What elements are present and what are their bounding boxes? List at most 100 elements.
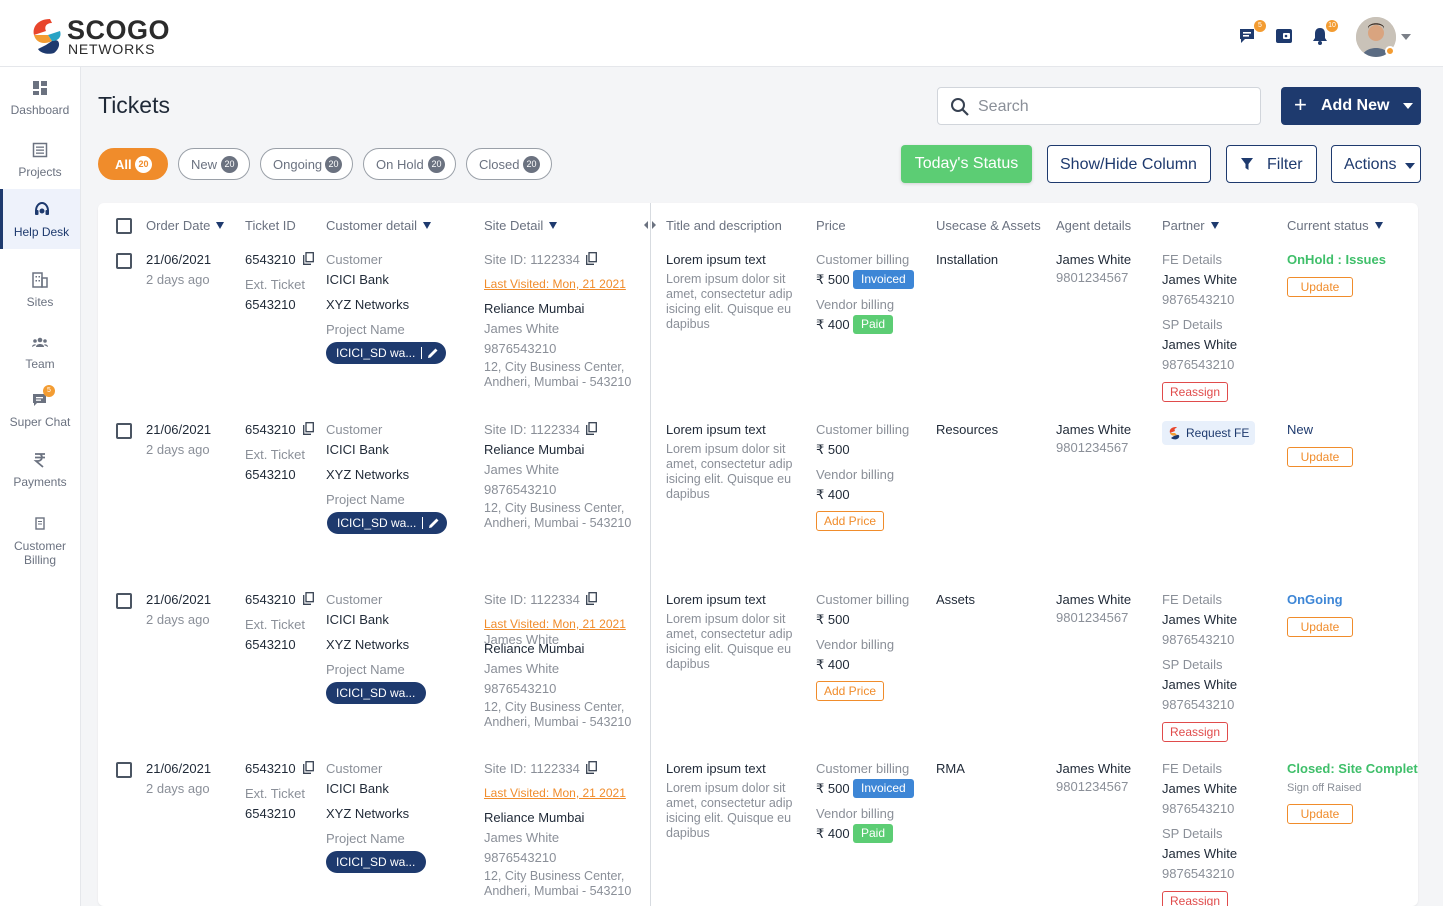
sidebar-item-label: Super Chat — [9, 415, 71, 429]
filter-button[interactable]: Filter — [1226, 145, 1317, 183]
pencil-icon[interactable] — [427, 516, 441, 530]
column-header-status[interactable]: Current status — [1287, 218, 1383, 233]
column-header-site-detail[interactable]: Site Detail — [484, 218, 558, 233]
vendor-price: ₹ 400 — [816, 487, 850, 502]
copy-icon[interactable] — [586, 592, 597, 605]
site-address: 12, City Business Center, Andheri, Mumbai… — [484, 700, 644, 730]
update-button[interactable]: Update — [1287, 277, 1353, 297]
sidebar-item-label: Payments — [13, 475, 67, 489]
sidebar-item-label: Help Desk — [13, 225, 70, 239]
customer-label: Customer — [326, 252, 383, 267]
show-hide-column-button[interactable]: Show/Hide Column — [1047, 145, 1211, 183]
copy-icon[interactable] — [303, 592, 314, 605]
notifications-header-button[interactable]: 10 — [1310, 20, 1338, 46]
filter-icon[interactable] — [216, 222, 225, 229]
sidebar-item-help-desk[interactable]: Help Desk — [0, 189, 80, 249]
sidebar-item-dashboard[interactable]: Dashboard — [0, 77, 80, 127]
pill-label: Ongoing — [273, 157, 323, 172]
pencil-icon[interactable] — [426, 346, 440, 360]
filter-pill-ongoing[interactable]: Ongoing 20 — [260, 148, 353, 180]
address-line-2: Andheri, Mumbai - 543210 — [484, 375, 632, 389]
ticket-id[interactable]: 6543210 — [245, 761, 296, 776]
address-line-1: 12, City Business Center, — [484, 700, 625, 714]
sidebar-item-team[interactable]: Team — [0, 333, 80, 377]
sidebar-item-customer-billing[interactable]: Customer Billing — [0, 515, 80, 571]
select-all-checkbox[interactable] — [116, 218, 132, 234]
copy-icon[interactable] — [586, 252, 597, 265]
project-chip[interactable]: ICICI_SD wa... — [326, 851, 426, 873]
pill-label: On Hold — [376, 157, 424, 172]
customer-label: Customer — [326, 592, 383, 607]
filter-pill-new[interactable]: New 20 — [178, 148, 250, 180]
user-menu-caret-icon[interactable] — [1401, 34, 1411, 40]
project-chip[interactable]: ICICI_SD wa... — [327, 512, 447, 534]
site-address: 12, City Business Center, Andheri, Mumbai… — [484, 360, 644, 390]
ticket-id[interactable]: 6543210 — [245, 592, 296, 607]
filter-icon[interactable] — [1210, 222, 1219, 229]
project-chip[interactable]: ICICI_SD wa... — [326, 682, 426, 704]
vendor-billing-label: Vendor billing — [816, 806, 895, 821]
row-checkbox[interactable] — [116, 762, 132, 778]
search-input[interactable] — [978, 96, 1248, 118]
request-fe-button[interactable]: Request FE — [1162, 421, 1256, 445]
filter-icon[interactable] — [423, 222, 432, 229]
add-new-button[interactable]: + Add New — [1281, 87, 1421, 125]
todays-status-button[interactable]: Today's Status — [901, 145, 1032, 183]
row-checkbox[interactable] — [116, 253, 132, 269]
row-checkbox[interactable] — [116, 593, 132, 609]
billing-icon — [35, 517, 45, 530]
ticket-id[interactable]: 6543210 — [245, 422, 296, 437]
search-box[interactable] — [937, 87, 1261, 125]
column-resize-icon[interactable] — [643, 219, 657, 231]
copy-icon[interactable] — [586, 761, 597, 774]
project-chip[interactable]: ICICI_SD wa... — [326, 342, 446, 364]
copy-icon[interactable] — [303, 761, 314, 774]
column-label: Agent details — [1056, 218, 1132, 233]
last-visited-link[interactable]: Last Visited: Mon, 21 2021 — [484, 786, 626, 800]
add-price-button[interactable]: Add Price — [816, 511, 885, 531]
filter-pill-all[interactable]: All 20 — [98, 148, 168, 180]
column-header-customer-detail[interactable]: Customer detail — [326, 218, 432, 233]
column-header-order-date[interactable]: Order Date — [146, 218, 225, 233]
filter-icon[interactable] — [1374, 222, 1383, 229]
sp-phone: 9876543210 — [1162, 697, 1235, 712]
actions-button[interactable]: Actions — [1331, 145, 1421, 183]
add-price-button[interactable]: Add Price — [816, 681, 885, 701]
filter-icon[interactable] — [549, 222, 558, 229]
ext-ticket-id: 6543210 — [245, 297, 296, 312]
column-header-partner[interactable]: Partner — [1162, 218, 1219, 233]
filter-pill-closed[interactable]: Closed 20 — [466, 148, 552, 180]
reassign-button[interactable]: Reassign — [1162, 891, 1228, 906]
update-button[interactable]: Update — [1287, 617, 1353, 637]
agent-name: James White — [1056, 422, 1132, 437]
order-date: 21/06/2021 — [146, 422, 212, 437]
customer-price: ₹ 500 — [816, 612, 850, 627]
top-header: SCOGO NETWORKS 5 10 — [0, 0, 1443, 67]
update-button[interactable]: Update — [1287, 447, 1353, 467]
column-header-ticket-id: Ticket ID — [245, 218, 296, 233]
sidebar-item-label: Projects — [18, 165, 62, 179]
reassign-button[interactable]: Reassign — [1162, 722, 1228, 742]
wallet-header-button[interactable] — [1274, 26, 1296, 46]
site-name: Reliance Mumbai — [484, 641, 585, 656]
search-icon — [951, 98, 969, 116]
ticket-id[interactable]: 6543210 — [245, 252, 296, 267]
reassign-button[interactable]: Reassign — [1162, 382, 1228, 402]
sidebar-item-projects[interactable]: Projects — [0, 139, 80, 189]
customer-label: Customer — [326, 761, 383, 776]
copy-icon[interactable] — [303, 422, 314, 435]
sidebar-item-super-chat[interactable]: 5 Super Chat — [0, 385, 80, 437]
copy-icon[interactable] — [586, 422, 597, 435]
last-visited-link[interactable]: Last Visited: Mon, 21 2021 — [484, 277, 626, 291]
update-button[interactable]: Update — [1287, 804, 1353, 824]
sidebar-item-payments[interactable]: Payments — [0, 451, 80, 497]
chat-header-button[interactable]: 5 — [1238, 20, 1266, 46]
filter-pill-on-hold[interactable]: On Hold 20 — [363, 148, 456, 180]
project-chip-label: ICICI_SD wa... — [336, 686, 416, 700]
row-checkbox[interactable] — [116, 423, 132, 439]
sidebar-item-sites[interactable]: Sites — [0, 269, 80, 319]
last-visited-link[interactable]: Last Visited: Mon, 21 2021 — [484, 617, 626, 631]
scogo-logo[interactable]: SCOGO NETWORKS — [30, 15, 170, 57]
project-name-label: Project Name — [326, 831, 405, 846]
copy-icon[interactable] — [303, 252, 314, 265]
